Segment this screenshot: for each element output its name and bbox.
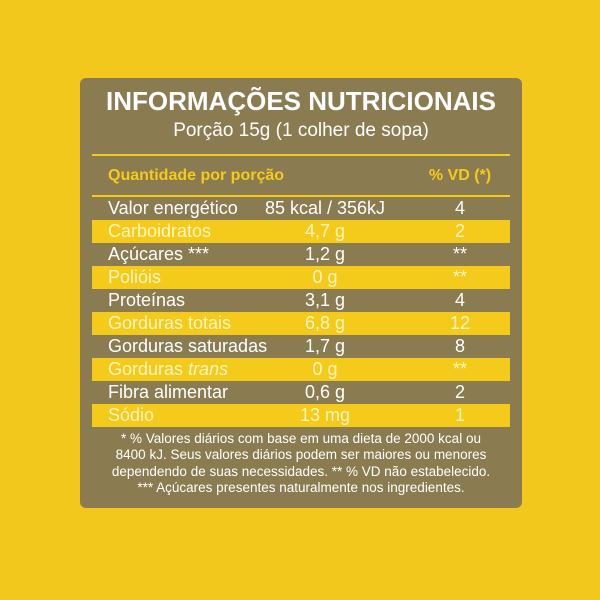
- nutrient-amount: 4,7 g: [304, 221, 346, 241]
- serving-size: Porção 15g (1 colher de sopa): [173, 120, 429, 141]
- nutrient-daily-value: 2: [454, 221, 465, 241]
- header-top-divider: [92, 154, 510, 156]
- nutrient-name: Valor energético: [108, 198, 238, 218]
- nutrient-name: Gorduras totais: [108, 313, 232, 333]
- table-header: Quantidade por porção % VD (*): [92, 156, 510, 195]
- nutrient-name-main: Gorduras: [108, 359, 184, 379]
- nutrient-amount: 1,7 g: [304, 336, 346, 356]
- footnote-line: * % Valores diários com base em uma diet…: [121, 431, 481, 446]
- nutrient-name: Gorduras saturadas: [108, 336, 268, 356]
- nutrient-daily-value: **: [452, 359, 467, 379]
- nutrient-name: Carboidratos: [108, 221, 212, 241]
- header-bottom-divider: [92, 195, 510, 197]
- nutrient-row: Polióis 0 g **: [92, 266, 510, 289]
- nutrient-daily-value: **: [452, 267, 467, 287]
- nutrient-amount: 13 mg: [299, 405, 351, 425]
- nutrient-row: Carboidratos 4,7 g 2: [92, 220, 510, 243]
- nutrient-name: Proteínas: [108, 290, 186, 310]
- footnotes: * % Valores diários com base em uma diet…: [80, 431, 522, 496]
- footnote-line: 8400 kJ. Seus valores diários podem ser …: [115, 447, 487, 463]
- nutrient-daily-value: 12: [449, 313, 471, 333]
- nutrient-row: Fibra alimentar 0,6 g 2: [92, 381, 510, 404]
- nutrition-facts-panel: [80, 78, 522, 508]
- panel-title: INFORMAÇÕES NUTRICIONAIS: [106, 86, 496, 116]
- nutrient-name-italic: trans: [188, 359, 229, 379]
- nutrient-amount: 85 kcal / 356kJ: [264, 198, 386, 218]
- nutrient-name: Polióis: [108, 267, 162, 287]
- nutrient-name: Sódio: [108, 405, 155, 425]
- nutrient-name: Açúcares ***: [108, 244, 210, 264]
- nutrient-row: Sódio 13 mg 1: [92, 404, 510, 427]
- nutrient-row: Gorduras trans 0 g **: [92, 358, 510, 381]
- nutrient-amount: 0 g: [312, 267, 338, 287]
- nutrient-daily-value: 4: [454, 198, 465, 218]
- nutrient-amount: 6,8 g: [304, 313, 346, 333]
- nutrient-row: Proteínas 3,1 g 4: [92, 289, 510, 312]
- nutrient-daily-value: 2: [454, 382, 465, 402]
- footnote-line: dependendo de suas necessidades. ** % VD…: [111, 463, 491, 479]
- nutrient-row: Valor energético 85 kcal / 356kJ 4: [92, 197, 510, 220]
- nutrient-amount: 3,1 g: [304, 290, 346, 310]
- nutrient-daily-value: 4: [454, 290, 465, 310]
- nutrient-amount: 0,6 g: [304, 382, 346, 402]
- nutrient-row: Açúcares *** 1,2 g **: [92, 243, 510, 266]
- footnote-line: *** Açúcares presentes naturalmente nos …: [137, 479, 465, 495]
- nutrient-daily-value: **: [452, 244, 467, 264]
- nutrient-amount: 1,2 g: [304, 244, 346, 264]
- nutrient-row: Gorduras totais 6,8 g 12: [92, 312, 510, 335]
- nutrient-name: Fibra alimentar: [108, 382, 229, 402]
- nutrient-amount: 0 g: [312, 359, 338, 379]
- quantity-column-header: Quantidade por porção: [108, 167, 285, 184]
- nutrient-daily-value: 1: [454, 405, 465, 425]
- nutrient-name: Gorduras trans: [108, 358, 228, 381]
- daily-value-column-header: % VD (*): [428, 167, 492, 184]
- nutrient-daily-value: 8: [454, 336, 465, 356]
- nutrient-row: Gorduras saturadas 1,7 g 8: [92, 335, 510, 358]
